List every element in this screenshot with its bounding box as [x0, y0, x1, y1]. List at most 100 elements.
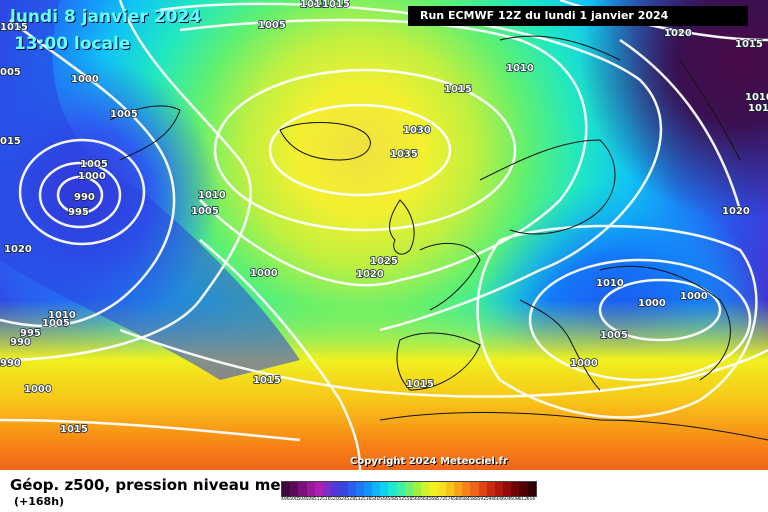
isobar-label: 1005 [110, 109, 138, 120]
color-scale-label: 536 [362, 497, 372, 502]
color-scale-label: 516 [321, 497, 331, 502]
color-scale-label: 500 [289, 497, 298, 502]
color-scale-label: 584 [461, 497, 470, 502]
isobar-label: 1010 [198, 190, 226, 201]
forecast-time-title: 13:00 locale [14, 34, 131, 54]
weather-map: 1005 1013 1015 1020 1015 1010 1015 1010 … [0, 0, 768, 470]
color-scale-swatch [363, 482, 373, 496]
color-scale-label: 504 [297, 497, 306, 502]
isobar-label: 1010 [745, 92, 768, 103]
isobar-label: 1000 [570, 358, 598, 369]
color-scale-swatch [396, 482, 405, 496]
isobar-label: 1035 [390, 149, 418, 160]
isobar-label: 995 [68, 207, 89, 218]
color-scale-label: 588 [469, 497, 478, 502]
forecast-date-title: lundi 8 janvier 2024 [10, 7, 202, 27]
isobar-label: 1020 [4, 244, 32, 255]
color-scale-swatch [404, 482, 413, 496]
isobar-label: 995 [20, 328, 41, 339]
color-scale-label: 572 [436, 497, 446, 502]
isobar-lines [0, 0, 768, 470]
color-scale-swatch [388, 482, 397, 496]
isobar-label: 990 [74, 192, 95, 203]
color-scale-swatch [306, 482, 315, 496]
color-scale-swatches [281, 481, 537, 497]
isobar-label: 005 [0, 67, 21, 78]
color-scale-swatch [470, 482, 479, 496]
isobar-label: 1005 [258, 20, 286, 31]
isobar-label: 1005 [600, 330, 628, 341]
color-scale-label: 608 [510, 497, 519, 502]
geopotential-field: 1005 1013 1015 1020 1015 1010 1015 1010 … [0, 0, 768, 470]
color-scale-label: 524 [338, 497, 347, 502]
color-scale-label: 616 [526, 497, 536, 502]
isobar-label: 1000 [78, 171, 106, 182]
color-scale-swatch [503, 482, 512, 496]
color-scale-swatch [282, 482, 291, 496]
color-scale-label: 592 [477, 497, 487, 502]
copyright-text: Copyright 2024 Meteociel.fr [350, 456, 508, 467]
color-scale-label: 496 [281, 497, 290, 502]
color-scale-swatch [298, 482, 307, 496]
color-scale-swatch [486, 482, 495, 496]
color-scale-label: 552 [395, 497, 405, 502]
color-scale-swatch [372, 482, 381, 496]
isobar-label: 1005 [80, 159, 108, 170]
isobar-label: 1010 [48, 310, 76, 321]
color-scale-swatch [380, 482, 389, 496]
model-run-label: Run ECMWF 12Z du lundi 1 janvier 2024 [408, 6, 748, 26]
isobar-label: 990 [10, 337, 31, 348]
color-scale-label: 612 [518, 497, 528, 502]
coastlines [109, 35, 768, 441]
color-scale-label: 540 [371, 497, 380, 502]
isobar-label: 1015 [444, 84, 472, 95]
legend-footer: Géop. z500, pression niveau mer (+168h) … [0, 470, 768, 512]
color-scale-swatch [519, 482, 528, 496]
color-scale-swatch [478, 482, 487, 496]
isobar-label: 1020 [664, 28, 692, 39]
color-scale-label: 548 [387, 497, 397, 502]
color-scale-label: 512 [313, 497, 323, 502]
color-scale-label: 544 [379, 497, 388, 502]
color-scale-swatch [421, 482, 430, 496]
isobar-label: 1000 [638, 298, 666, 309]
color-scale-swatch [331, 482, 340, 496]
color-scale-label: 508 [305, 497, 315, 502]
color-scale-swatch [462, 482, 471, 496]
isobar-label: 990 [0, 358, 21, 369]
isobar-label: 1015 [735, 39, 763, 50]
color-scale-label: 596 [485, 497, 495, 502]
color-scale-label: 604 [502, 497, 511, 502]
color-scale-labels: 496 500 504 508 512 516 520 524 528 532 536 540 544 5… [281, 497, 537, 502]
isobar-label: 015 [0, 136, 21, 147]
isobar-label: 1000 [250, 268, 278, 279]
isobar-label: 1015 [60, 424, 88, 435]
color-scale-label: 580 [452, 497, 462, 502]
isobar-label: 1000 [24, 384, 52, 395]
color-scale-swatch [347, 482, 356, 496]
color-scale-label: 528 [346, 497, 356, 502]
color-scale-swatch [494, 482, 504, 496]
color-scale-swatch [445, 482, 454, 496]
isobar-label: 1005 [42, 318, 70, 329]
isobar-label: 1015 [253, 375, 281, 386]
isobar-label: 1010 [748, 103, 768, 114]
color-scale-swatch [429, 482, 438, 496]
color-scale-swatch [511, 482, 520, 496]
isobar-label: 1000 [680, 291, 708, 302]
isobar-label: 1020 [722, 206, 750, 217]
isobar-label: 1025 [370, 256, 398, 267]
isobar-label: 1015 [0, 22, 28, 33]
isobar-label: 1005 [191, 206, 219, 217]
color-scale-swatch [339, 482, 348, 496]
color-scale-swatch [437, 482, 446, 496]
isobar-label: 1013 [300, 0, 328, 10]
isobar-label: 1015 [322, 0, 350, 10]
color-scale-label: 532 [354, 497, 364, 502]
color-scale-swatch [413, 482, 422, 496]
isobar-label: 1000 [71, 74, 99, 85]
color-scale-label: 556 [403, 497, 413, 502]
isobar-label: 1030 [403, 125, 431, 136]
isobar-label: 1010 [506, 63, 534, 74]
color-scale-label: 576 [444, 497, 454, 502]
